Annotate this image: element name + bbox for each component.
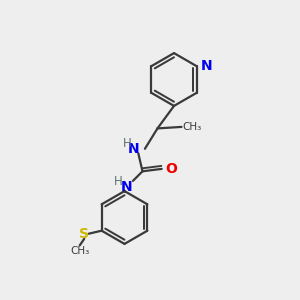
- Text: CH₃: CH₃: [183, 122, 202, 132]
- Text: N: N: [121, 180, 133, 194]
- Text: N: N: [128, 142, 139, 156]
- Text: H: H: [114, 175, 123, 188]
- Text: O: O: [166, 162, 178, 176]
- Text: N: N: [200, 59, 212, 73]
- Text: CH₃: CH₃: [70, 246, 89, 256]
- Text: H: H: [122, 137, 131, 150]
- Text: S: S: [79, 227, 89, 241]
